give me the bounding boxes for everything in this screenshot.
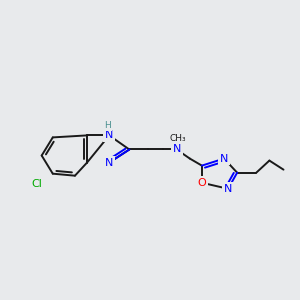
Text: CH₃: CH₃ (169, 134, 186, 143)
Text: N: N (220, 154, 228, 164)
Text: N: N (105, 158, 113, 168)
Text: N: N (224, 184, 232, 194)
Text: O: O (197, 178, 206, 188)
Text: Cl: Cl (31, 179, 42, 189)
Text: N: N (105, 130, 113, 140)
Text: N: N (172, 145, 181, 154)
Text: H: H (104, 121, 111, 130)
